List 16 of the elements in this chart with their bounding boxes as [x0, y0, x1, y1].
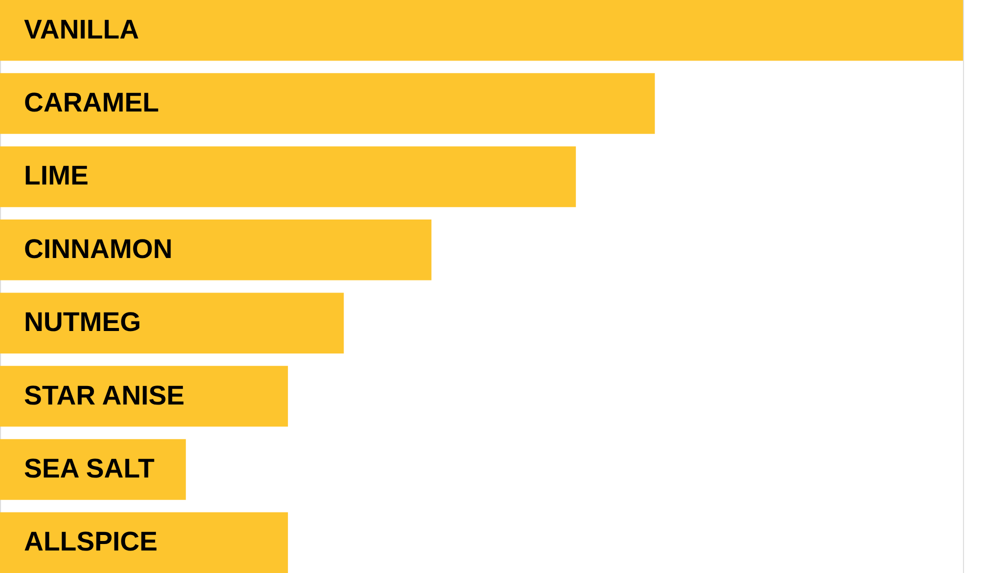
- y-tick-label: SEA SALT: [24, 453, 156, 484]
- bar: [0, 292, 344, 354]
- bar: [0, 366, 288, 427]
- bar: [0, 220, 432, 280]
- y-tick-label: ALLSPICE: [24, 526, 158, 557]
- bar: [0, 439, 186, 500]
- y-tick-label: STAR ANISE: [24, 380, 185, 410]
- bar: [0, 146, 576, 208]
- bar: [0, 73, 655, 134]
- y-tick-label: LIME: [24, 160, 88, 191]
- bar: [0, 512, 288, 573]
- bar: [0, 0, 963, 61]
- y-tick-label: CINNAMON: [24, 234, 172, 264]
- y-tick-label: CARAMEL: [24, 88, 159, 118]
- y-tick-label: NUTMEG: [24, 307, 141, 338]
- y-tick-label: VANILLA: [24, 14, 139, 44]
